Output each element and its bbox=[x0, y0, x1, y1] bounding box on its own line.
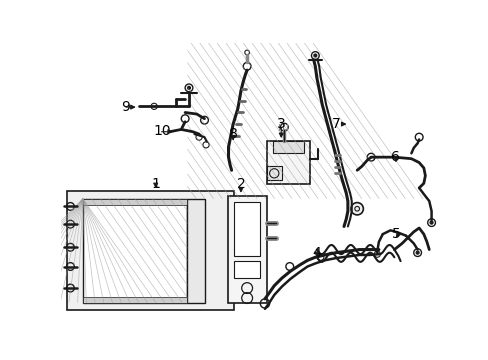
Circle shape bbox=[313, 54, 316, 57]
Bar bbox=[272, 141, 303, 153]
Text: 5: 5 bbox=[391, 227, 400, 241]
Bar bbox=[187, 199, 204, 303]
Bar bbox=[82, 199, 187, 205]
Bar bbox=[67, 191, 233, 310]
Text: 6: 6 bbox=[391, 150, 400, 164]
Circle shape bbox=[350, 203, 363, 215]
Circle shape bbox=[415, 251, 418, 254]
Circle shape bbox=[429, 221, 432, 224]
Text: 3: 3 bbox=[276, 117, 285, 131]
Text: 9: 9 bbox=[121, 100, 130, 114]
Text: 1: 1 bbox=[151, 177, 160, 191]
Text: 7: 7 bbox=[331, 117, 340, 131]
Circle shape bbox=[187, 86, 190, 89]
Bar bbox=[82, 199, 187, 303]
Bar bbox=[233, 261, 260, 278]
Bar bbox=[227, 195, 266, 303]
Bar bbox=[82, 297, 187, 303]
Text: 8: 8 bbox=[228, 127, 237, 141]
Text: 4: 4 bbox=[312, 246, 321, 260]
Bar bbox=[266, 141, 309, 184]
Bar bbox=[266, 166, 282, 180]
Text: 2: 2 bbox=[236, 177, 245, 191]
Text: 10: 10 bbox=[153, 124, 170, 138]
Bar bbox=[233, 202, 260, 256]
